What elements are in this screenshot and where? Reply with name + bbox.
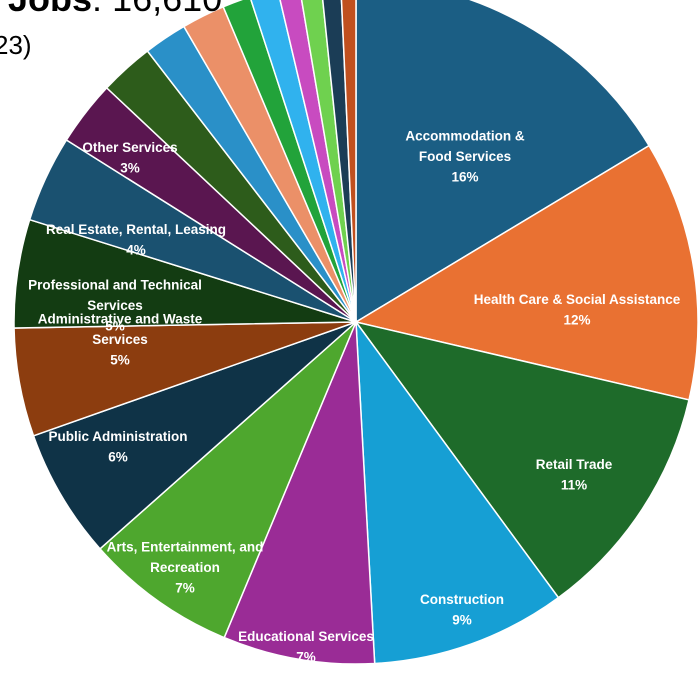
slice-label-line: Accommodation &: [405, 129, 525, 144]
pie-slice-health-care-social-assistance: [354, 144, 699, 401]
chart-subtitle: 23): [0, 30, 32, 60]
slice-label-line: Services: [92, 332, 148, 347]
slice-label-line: 12%: [563, 312, 590, 327]
chart-title: Jobs: 16,610 23): [0, 0, 699, 60]
pie-slice-14: [222, 0, 357, 323]
slice-label-line: 11%: [561, 477, 587, 492]
slice-data-label: Construction 9%: [420, 592, 504, 628]
pie-slice-15: [250, 0, 357, 323]
slice-label-line: 9%: [452, 612, 472, 627]
slice-label-line: 16%: [451, 170, 478, 185]
slice-label-line: 7%: [175, 581, 195, 596]
slice-data-label: Professional and Technical Services 5%: [28, 278, 202, 334]
slice-data-label: Other Services 3%: [82, 140, 177, 176]
pie-slice-17: [300, 0, 357, 323]
slice-data-label: Accommodation & Food Services 16%: [405, 129, 525, 185]
pie-slice-accommodation-food-services: [355, 0, 651, 324]
title-line: Jobs: 16,610: [8, 0, 222, 20]
pie-slice-public-administration: [32, 321, 357, 550]
slice-label-line: Public Administration: [48, 429, 187, 444]
slice-label-line: 5%: [105, 319, 125, 334]
slice-data-label: Arts, Entertainment, and Recreation 7%: [107, 540, 264, 596]
slice-label-line: Arts, Entertainment, and: [107, 540, 264, 555]
slice-label-line: 7%: [296, 649, 316, 664]
slice-label-line: Food Services: [419, 149, 511, 164]
slice-label-line: Services: [87, 298, 143, 313]
slice-data-label: Administrative and Waste Services 5%: [38, 312, 203, 368]
slice-label-line: 6%: [108, 449, 128, 464]
slice-label-line: 5%: [110, 353, 130, 368]
slice-data-label: Health Care & Social Assistance 12%: [474, 292, 681, 328]
slice-data-label: Real Estate, Rental, Leasing 4%: [46, 222, 226, 258]
slice-label-line: Construction: [420, 592, 504, 607]
title-bold-text: Jobs: [8, 0, 92, 19]
slice-data-label: Educational Services 7%: [238, 629, 374, 665]
slice-data-label: Retail Trade 11%: [536, 457, 613, 493]
slice-data-label: Public Administration 6%: [48, 429, 187, 465]
pie-slice-retail-trade: [354, 320, 690, 599]
pie-slice-arts-entertainment-and-recreation: [98, 321, 357, 639]
pie-slice-construction: [355, 319, 560, 665]
pie-slice-educational-services: [223, 321, 376, 665]
slice-label-line: Recreation: [150, 560, 220, 575]
slice-label-line: 4%: [126, 242, 146, 257]
pie-slice-18: [321, 0, 357, 323]
slice-label-line: Professional and Technical: [28, 278, 202, 293]
title-separator: :: [92, 0, 102, 19]
slice-label-line: Administrative and Waste: [38, 312, 203, 327]
title-value: 16,610: [112, 0, 222, 19]
slice-label-line: Real Estate, Rental, Leasing: [46, 222, 226, 237]
slice-label-line: 3%: [120, 160, 140, 175]
slice-label-line: Retail Trade: [536, 457, 613, 472]
pie-slice-19: [340, 0, 357, 323]
slice-label-line: Health Care & Social Assistance: [474, 292, 681, 307]
pie-slice-16: [279, 0, 357, 323]
slice-label-line: Other Services: [82, 140, 177, 155]
slice-label-line: Educational Services: [238, 629, 374, 644]
